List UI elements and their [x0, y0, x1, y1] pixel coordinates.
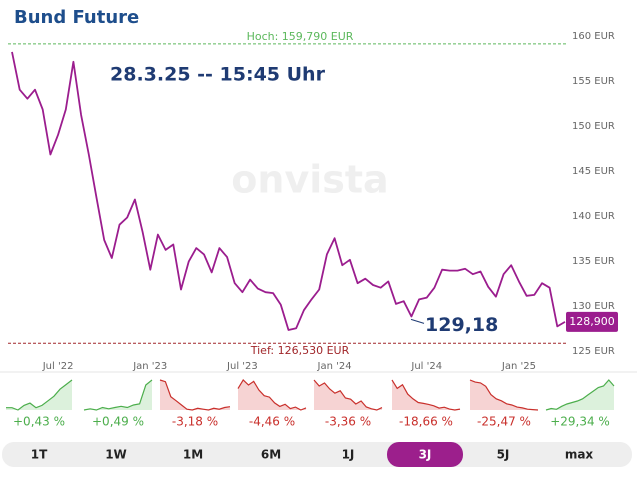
period-tab[interactable]: 1W [105, 448, 127, 462]
last-value-label: 128,900 [569, 315, 615, 328]
annotation: 28.3.25 -- 15:45 Uhr [110, 64, 326, 86]
sparkline [159, 379, 231, 411]
period-change: -3,18 % [172, 415, 218, 429]
period-change: +0,43 % [13, 415, 65, 429]
chart-title: Bund Future [14, 7, 139, 28]
y-tick-label: 130 EUR [572, 301, 615, 312]
period-tab[interactable]: 3J [419, 448, 432, 462]
price-line [11, 51, 566, 331]
last-value-badge [566, 311, 618, 332]
y-tick-label: 155 EUR [572, 76, 615, 87]
y-tick-label: 135 EUR [572, 256, 615, 267]
y-tick-label: 150 EUR [572, 121, 615, 132]
marker-label: 129,18 [425, 314, 498, 336]
sparkline [83, 379, 153, 411]
sparkline-area [546, 380, 614, 410]
period-change: -4,46 % [249, 415, 295, 429]
x-tick-label: Jul '22 [42, 361, 74, 372]
sparkline-area [238, 380, 306, 410]
sparkline-area [392, 380, 460, 410]
tab-bar [2, 442, 632, 467]
period-tab[interactable]: 5J [497, 448, 510, 462]
low-label: Tief: 126,530 EUR [250, 344, 350, 357]
sparkline [391, 379, 461, 411]
period-change: -18,66 % [399, 415, 453, 429]
sparkline [237, 379, 307, 411]
sparkline [313, 379, 383, 411]
period-tab[interactable]: 1T [31, 448, 48, 462]
sparkline [545, 379, 615, 411]
x-tick-label: Jul '23 [226, 361, 258, 372]
sparkline [6, 379, 73, 411]
marker-pointer [410, 318, 425, 324]
period-tab[interactable]: max [565, 448, 594, 462]
y-tick-label: 145 EUR [572, 166, 615, 177]
x-tick-label: Jul '24 [410, 361, 442, 372]
sparkline-area [84, 380, 152, 410]
y-tick-label: 125 EUR [572, 346, 615, 357]
high-label: Hoch: 159,790 EUR [247, 30, 354, 43]
watermark: onvista [231, 158, 388, 202]
sparkline [469, 379, 539, 411]
period-change: +0,49 % [92, 415, 144, 429]
period-change: +29,34 % [550, 415, 610, 429]
sparkline-area [6, 380, 72, 410]
period-tab[interactable]: 1M [183, 448, 203, 462]
y-tick-label: 160 EUR [572, 31, 615, 42]
sparkline-area [470, 380, 538, 410]
period-tab[interactable]: 1J [342, 448, 355, 462]
x-tick-label: Jan '25 [501, 361, 536, 372]
x-tick-label: Jan '23 [132, 361, 167, 372]
y-tick-label: 140 EUR [572, 211, 615, 222]
x-tick-label: Jan '24 [317, 361, 352, 372]
sparkline-area [314, 380, 382, 410]
period-change: -3,36 % [325, 415, 371, 429]
period-change: -25,47 % [477, 415, 531, 429]
period-tab[interactable]: 6M [261, 448, 281, 462]
active-tab [387, 442, 463, 467]
